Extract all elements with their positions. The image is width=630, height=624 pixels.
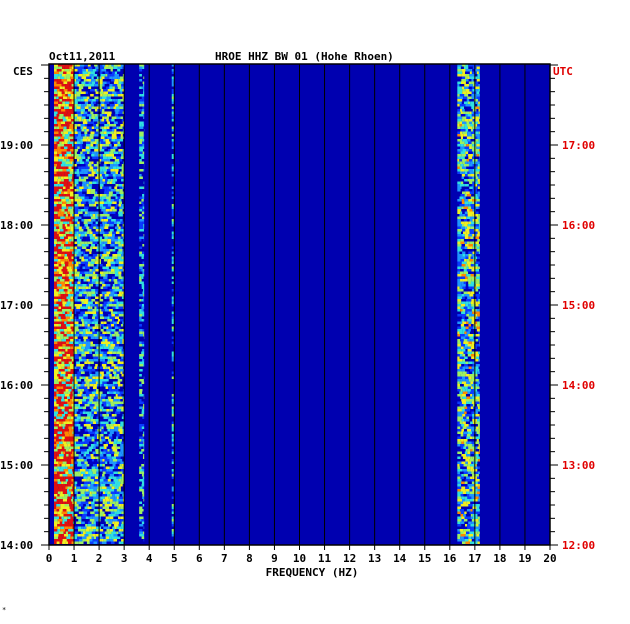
x-tick-label-15: 15: [418, 552, 431, 565]
left-axis-ticks: 14:00 15:00 16:00 17:00 18:00 19:00: [0, 64, 49, 552]
right-tick-label-12:00: 12:00: [562, 539, 595, 552]
x-tick-label-11: 11: [318, 552, 332, 565]
x-tick-label-19: 19: [518, 552, 531, 565]
x-tick-label-10: 10: [293, 552, 306, 565]
x-tick-label-13: 13: [368, 552, 381, 565]
spectrogram-band-2: [139, 64, 145, 542]
x-tick-label-1: 1: [71, 552, 78, 565]
x-tick-label-9: 9: [271, 552, 278, 565]
x-tick-label-0: 0: [46, 552, 53, 565]
x-tick-label-3: 3: [121, 552, 128, 565]
right-zone-label: UTC: [553, 65, 573, 78]
left-tick-label-15:00: 15:00: [0, 459, 33, 472]
right-tick-label-15:00: 15:00: [562, 299, 595, 312]
chart-date: Oct11,2011: [49, 50, 116, 63]
spectrogram-band-4: [457, 64, 480, 544]
x-tick-label-14: 14: [393, 552, 407, 565]
x-tick-label-4: 4: [146, 552, 153, 565]
right-tick-label-13:00: 13:00: [562, 459, 595, 472]
x-tick-label-6: 6: [196, 552, 203, 565]
x-axis-label: FREQUENCY (HZ): [266, 566, 359, 579]
frequency-gridlines: [73, 64, 526, 545]
x-tick-label-7: 7: [221, 552, 228, 565]
right-tick-label-16:00: 16:00: [562, 219, 595, 232]
right-tick-label-17:00: 17:00: [562, 139, 595, 152]
left-zone-label: CES: [13, 65, 33, 78]
right-tick-label-14:00: 14:00: [562, 379, 595, 392]
x-tick-label-2: 2: [96, 552, 103, 565]
right-axis-ticks: 12:00 13:00 14:00 15:00 16:00 17:00: [550, 64, 595, 552]
chart-title: HROE HHZ BW 01 (Hohe Rhoen): [215, 50, 394, 63]
left-tick-label-17:00: 17:00: [0, 299, 33, 312]
x-tick-label-12: 12: [343, 552, 356, 565]
left-tick-label-18:00: 18:00: [0, 219, 33, 232]
x-tick-label-17: 17: [468, 552, 481, 565]
x-tick-label-16: 16: [443, 552, 457, 565]
spectrogram-band-1: [74, 64, 125, 544]
x-tick-label-18: 18: [493, 552, 506, 565]
left-tick-label-19:00: 19:00: [0, 139, 33, 152]
spectrogram-band-0: [54, 64, 75, 544]
x-axis-ticks: 0 1 2 3 4 5 6 7 8 9 10 11 12 13 14 15 16 17 18 19 20: [46, 545, 557, 565]
left-tick-label-14:00: 14:00: [0, 539, 33, 552]
left-tick-label-16:00: 16:00: [0, 379, 33, 392]
footnote-mark: *: [2, 606, 7, 614]
spectrogram-band-3: [171, 64, 175, 544]
x-tick-label-20: 20: [543, 552, 556, 565]
x-tick-label-8: 8: [246, 552, 253, 565]
x-tick-label-5: 5: [171, 552, 178, 565]
